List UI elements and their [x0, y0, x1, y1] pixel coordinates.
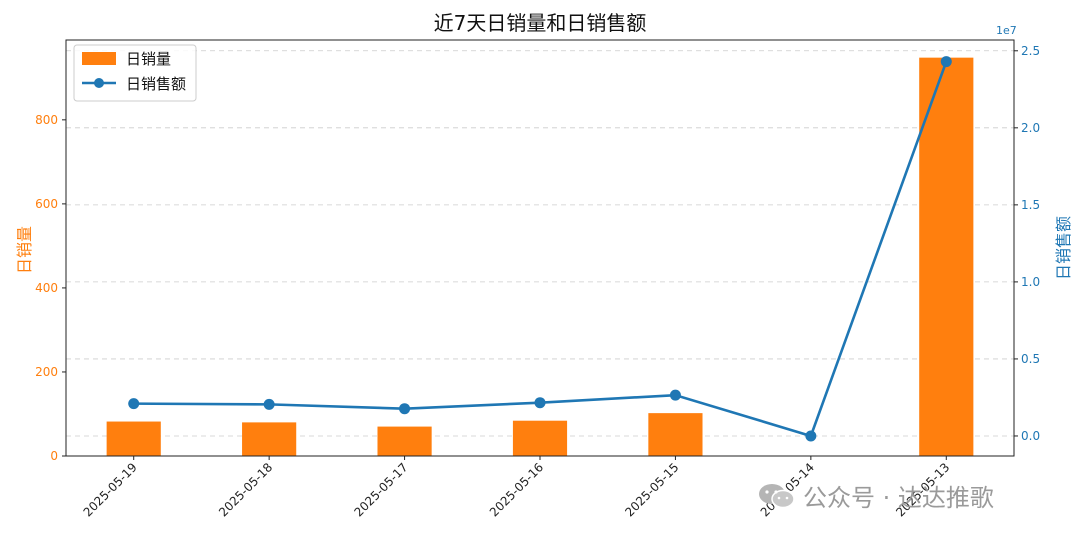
left-axis-label: 日销量: [15, 226, 34, 274]
right-axis-ticks: 0.0 0.5 1.0 1.5 2.0 2.5: [1014, 44, 1040, 443]
watermark: 公众号 · 达达推歌: [757, 478, 994, 513]
right-tick-label-1: 0.5: [1021, 352, 1040, 366]
watermark-text: 公众号 · 达达推歌: [803, 484, 994, 512]
x-tick-label-1: 2025-05-18: [216, 460, 275, 519]
x-tick-label-2: 2025-05-17: [351, 460, 410, 519]
left-tick-label-1: 200: [35, 365, 58, 379]
sales-point-2025-05-13: [940, 56, 952, 68]
plot-frame: [65, 39, 1015, 457]
sales-line-path: [133, 61, 948, 438]
sales-point-2025-05-14: [805, 430, 817, 442]
bar-2025-05-17: [377, 426, 432, 456]
sales-point-2025-05-16: [534, 397, 546, 409]
right-tick-label-2: 1.0: [1021, 275, 1040, 289]
right-tick-label-5: 2.5: [1021, 44, 1040, 58]
legend-bar-swatch: [82, 52, 116, 65]
sales-point-2025-05-15: [669, 389, 681, 401]
sales-line: [128, 56, 952, 442]
sales-point-2025-05-19: [128, 398, 140, 410]
sales-point-2025-05-17: [399, 403, 411, 415]
left-tick-label-3: 600: [35, 197, 58, 211]
bar-2025-05-13: [919, 57, 974, 456]
sales-point-2025-05-18: [263, 398, 275, 410]
legend: 日销量 日销售额: [73, 44, 197, 102]
right-tick-label-0: 0.0: [1021, 429, 1040, 443]
legend-line-marker: [94, 78, 104, 88]
left-tick-label-2: 400: [35, 281, 58, 295]
right-tick-label-4: 2.0: [1021, 121, 1040, 135]
left-axis-ticks: 0 200 400 600 800: [35, 113, 66, 463]
grid-lines: [66, 50, 1014, 437]
wechat-icon: [757, 481, 797, 511]
x-tick-label-3: 2025-05-16: [487, 460, 546, 519]
bar-2025-05-15: [648, 413, 703, 456]
left-tick-label-4: 800: [35, 113, 58, 127]
chart-title: 近7天日销量和日销售额: [434, 11, 647, 35]
right-tick-label-3: 1.5: [1021, 198, 1040, 212]
right-axis-label: 日销售额: [1054, 216, 1073, 280]
right-axis-offset-text: 1e7: [996, 24, 1017, 37]
bar-2025-05-19: [106, 421, 161, 456]
left-tick-label-0: 0: [50, 449, 58, 463]
bar-2025-05-18: [242, 422, 297, 456]
bars: [106, 57, 974, 456]
legend-label-bars: 日销量: [126, 50, 171, 68]
bar-2025-05-16: [512, 420, 568, 456]
legend-label-line: 日销售额: [126, 75, 186, 93]
x-tick-label-0: 2025-05-19: [81, 460, 140, 519]
x-tick-label-4: 2025-05-15: [622, 460, 681, 519]
